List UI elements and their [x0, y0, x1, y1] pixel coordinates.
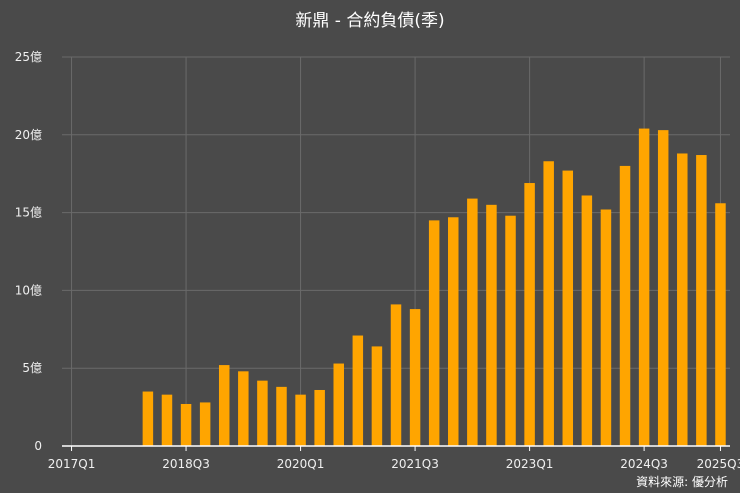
y-tick-label: 15億 [15, 206, 42, 220]
bar-2023Q4 [581, 195, 593, 446]
bar-2019Q2 [238, 371, 249, 446]
bar-2018Q3 [180, 403, 192, 446]
bar-2019Q4 [276, 386, 287, 446]
bar-2024Q4 [657, 130, 669, 446]
bar-2025Q3 [715, 203, 726, 446]
bar-2024Q2 [619, 165, 631, 447]
x-tick-label: 2025Q3 [697, 457, 740, 471]
bar-2022Q3 [486, 204, 497, 446]
bar-2018Q4 [199, 402, 211, 446]
x-tick-label: 2024Q3 [620, 457, 668, 471]
y-tick-label: 25億 [15, 50, 42, 64]
x-tick-label: 2021Q3 [391, 457, 439, 471]
bar-2021Q1 [371, 346, 383, 446]
chart-title: 新鼎 - 合約負債(季) [295, 11, 445, 31]
y-tick-label: 20億 [15, 128, 42, 142]
y-tick-label: 0 [34, 439, 42, 453]
bar-2021Q4 [428, 220, 440, 446]
bar-2022Q4 [505, 215, 516, 446]
x-tick-label: 2017Q1 [48, 457, 96, 471]
bar-2020Q3 [333, 363, 344, 446]
bar-2021Q3 [409, 309, 421, 446]
x-tick-label: 2020Q1 [277, 457, 325, 471]
bar-2025Q1 [677, 153, 688, 447]
source-label: 資料來源: 優分析 [636, 475, 728, 489]
bar-2022Q2 [467, 198, 478, 446]
axis-layer: 0 5億 10億 15億 20億 25億 2017Q1 2018Q3 2020Q1 2021Q3 2… [15, 50, 740, 471]
bar-2019Q1 [218, 365, 230, 446]
bar-2018Q1 [142, 391, 154, 446]
bar-2020Q2 [314, 389, 325, 446]
bar-2025Q2 [696, 155, 707, 446]
bar-2024Q1 [600, 209, 612, 446]
bar-2020Q4 [352, 335, 364, 446]
y-tick-label: 10億 [15, 283, 42, 297]
y-tick-label: 5億 [22, 361, 42, 375]
bar-2020Q1 [295, 394, 306, 446]
bar-2023Q3 [562, 170, 574, 446]
bar-2023Q1 [524, 183, 535, 446]
x-tick-label: 2018Q3 [162, 457, 210, 471]
bar-2024Q3 [638, 128, 650, 447]
bar-2018Q2 [161, 394, 173, 446]
bar-2019Q3 [257, 380, 268, 446]
bar-2023Q2 [543, 161, 554, 446]
bar-2021Q2 [390, 304, 402, 446]
bar-2022Q1 [448, 217, 459, 446]
bar-layer [142, 128, 726, 447]
x-tick-label: 2023Q1 [506, 457, 554, 471]
